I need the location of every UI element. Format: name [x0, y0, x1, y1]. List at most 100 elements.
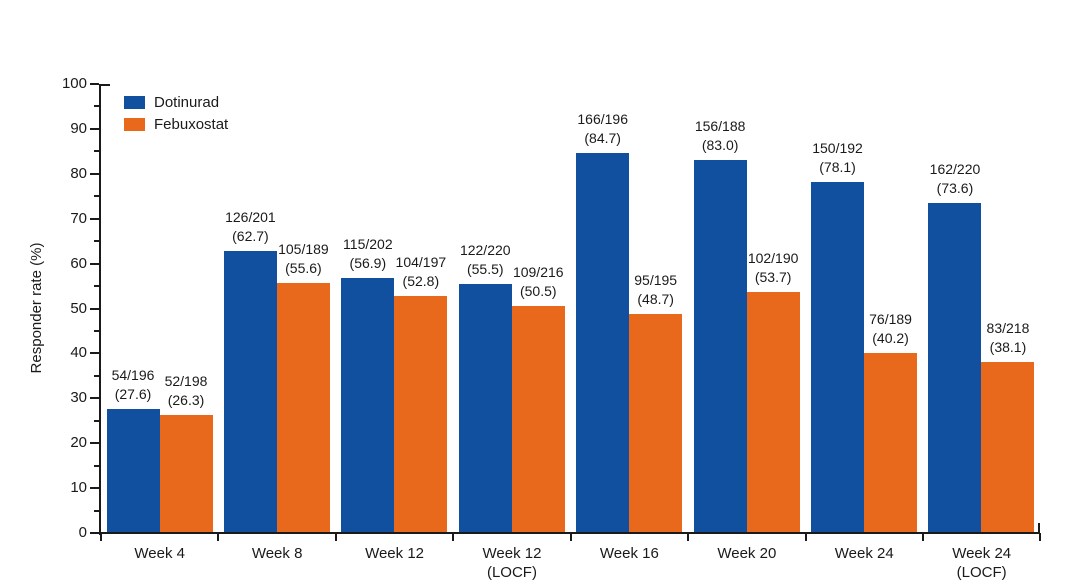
x-category-week: Week 24	[834, 545, 894, 562]
legend-label-dotinurad: Dotinurad	[154, 94, 220, 111]
legend-item-febuxostat: Febuxostat	[124, 115, 228, 134]
x-category-label: Week 16	[571, 544, 688, 563]
legend-swatch-febuxostat	[124, 118, 145, 131]
bar-percent-label: (56.9)	[349, 254, 387, 271]
x-category-label: Week 20	[688, 544, 805, 563]
y-minor-tick	[94, 329, 99, 332]
bar-count-label: 54/196	[111, 367, 155, 384]
bar-value-label: 104/197 (52.8)	[376, 253, 466, 291]
bar-percent-label: (55.6)	[285, 260, 322, 277]
bar-count-label: 109/216	[512, 264, 564, 281]
bar-percent-label: (26.3)	[167, 391, 205, 408]
y-major-tick	[90, 127, 99, 130]
y-tick-label: 0	[78, 524, 87, 541]
bar-value-label: 162/220 (73.6)	[910, 160, 1000, 198]
y-tick-label: 40	[70, 344, 87, 362]
x-axis-right-cap	[1038, 523, 1041, 532]
x-tick	[334, 533, 337, 541]
bar-percent-label: (48.7)	[637, 291, 674, 308]
bar-percent-label: (55.5)	[466, 260, 504, 277]
y-tick-label: 100	[61, 75, 87, 92]
x-tick	[452, 533, 455, 541]
x-tick	[569, 533, 572, 541]
bar-value-label: 115/202 (56.9)	[323, 235, 413, 273]
x-category-week: Week 12	[365, 545, 425, 562]
bar-count-label: 166/196	[577, 110, 628, 127]
y-major-tick	[90, 83, 99, 85]
bar-dotinurad-week24	[811, 182, 865, 533]
y-major-tick	[90, 172, 99, 175]
bar-count-label: 126/201	[225, 209, 276, 226]
y-tick-label: 20	[70, 434, 87, 452]
y-major-tick	[90, 262, 99, 265]
x-category-locf: (LOCF)	[956, 564, 1007, 581]
bar-percent-label: (27.6)	[114, 386, 152, 403]
x-category-week: Week 24	[952, 545, 1012, 562]
bar-value-label: 109/216 (50.5)	[493, 263, 583, 301]
y-tick-label: 10	[70, 479, 87, 497]
bar-dotinurad-week12-locf	[458, 283, 512, 533]
x-category-locf: (LOCF)	[486, 564, 537, 581]
bar-value-label: 156/188 (83.0)	[675, 117, 765, 155]
y-tick-label: 50	[70, 299, 87, 317]
bar-febuxostat-week16	[629, 314, 683, 533]
y-major-tick	[90, 352, 99, 355]
x-category-label: Week 8	[218, 544, 335, 563]
bar-value-label: 76/189 (40.2)	[846, 310, 936, 348]
bar-count-label: 162/220	[929, 160, 981, 177]
y-major-tick	[90, 397, 99, 400]
x-category-label: Week 24	[806, 544, 923, 563]
bar-dotinurad-week4	[106, 409, 160, 533]
bar-percent-label: (84.7)	[584, 129, 621, 146]
bar-dotinurad-week8	[223, 251, 277, 533]
legend-item-dotinurad: Dotinurad	[124, 93, 219, 112]
y-major-tick	[90, 442, 99, 445]
bar-count-label: 122/220	[459, 241, 511, 258]
legend-label-febuxostat: Febuxostat	[154, 116, 229, 133]
bar-value-label: 126/201 (62.7)	[205, 208, 295, 246]
y-major-tick	[90, 307, 99, 310]
bar-dotinurad-week12	[341, 277, 395, 533]
bar-value-label: 122/220 (55.5)	[440, 241, 530, 279]
y-minor-tick	[94, 105, 99, 108]
bar-febuxostat-week24-locf	[981, 361, 1035, 533]
y-minor-tick	[94, 285, 99, 288]
bar-count-label: 150/192	[812, 140, 863, 157]
y-major-tick	[90, 217, 99, 220]
bar-count-label: 95/195	[634, 272, 678, 289]
x-category-week: Week 16	[599, 545, 659, 562]
y-minor-tick	[94, 419, 99, 422]
bar-dotinurad-week24-locf	[928, 202, 982, 533]
bar-value-label: 83/218 (38.1)	[963, 319, 1053, 357]
bar-percent-label: (40.2)	[872, 329, 909, 346]
x-category-week: Week 8	[251, 545, 303, 562]
x-category-label: Week 4	[101, 544, 218, 563]
legend-swatch-dotinurad	[124, 96, 145, 109]
bar-value-label: 52/198 (26.3)	[141, 372, 231, 410]
x-category-label: Week 12	[336, 544, 453, 563]
bar-febuxostat-week12	[394, 295, 448, 533]
y-major-tick	[90, 487, 99, 490]
x-tick	[100, 533, 102, 541]
y-minor-tick	[94, 464, 99, 467]
y-tick-label: 80	[70, 164, 87, 182]
bar-febuxostat-week12-locf	[511, 306, 565, 533]
bar-febuxostat-week4	[159, 414, 213, 533]
y-minor-tick	[94, 240, 99, 243]
bar-dotinurad-week16	[576, 152, 630, 533]
bar-value-label: 105/189 (55.6)	[258, 240, 348, 278]
bar-percent-label: (38.1)	[989, 338, 1027, 355]
bar-count-label: 83/218	[986, 319, 1030, 336]
bar-dotinurad-week20	[693, 160, 747, 533]
bar-percent-label: (73.6)	[936, 179, 974, 196]
bar-value-label: 54/196 (27.6)	[88, 366, 178, 404]
y-minor-tick	[94, 195, 99, 198]
y-minor-tick	[94, 150, 99, 153]
y-tick-label: 70	[70, 209, 87, 227]
bar-percent-label: (78.1)	[819, 159, 856, 176]
bar-value-label: 102/190 (53.7)	[728, 249, 818, 287]
x-category-week: Week 12	[482, 545, 542, 562]
bar-percent-label: (83.0)	[701, 137, 739, 154]
bar-value-label: 95/195 (48.7)	[611, 271, 701, 309]
